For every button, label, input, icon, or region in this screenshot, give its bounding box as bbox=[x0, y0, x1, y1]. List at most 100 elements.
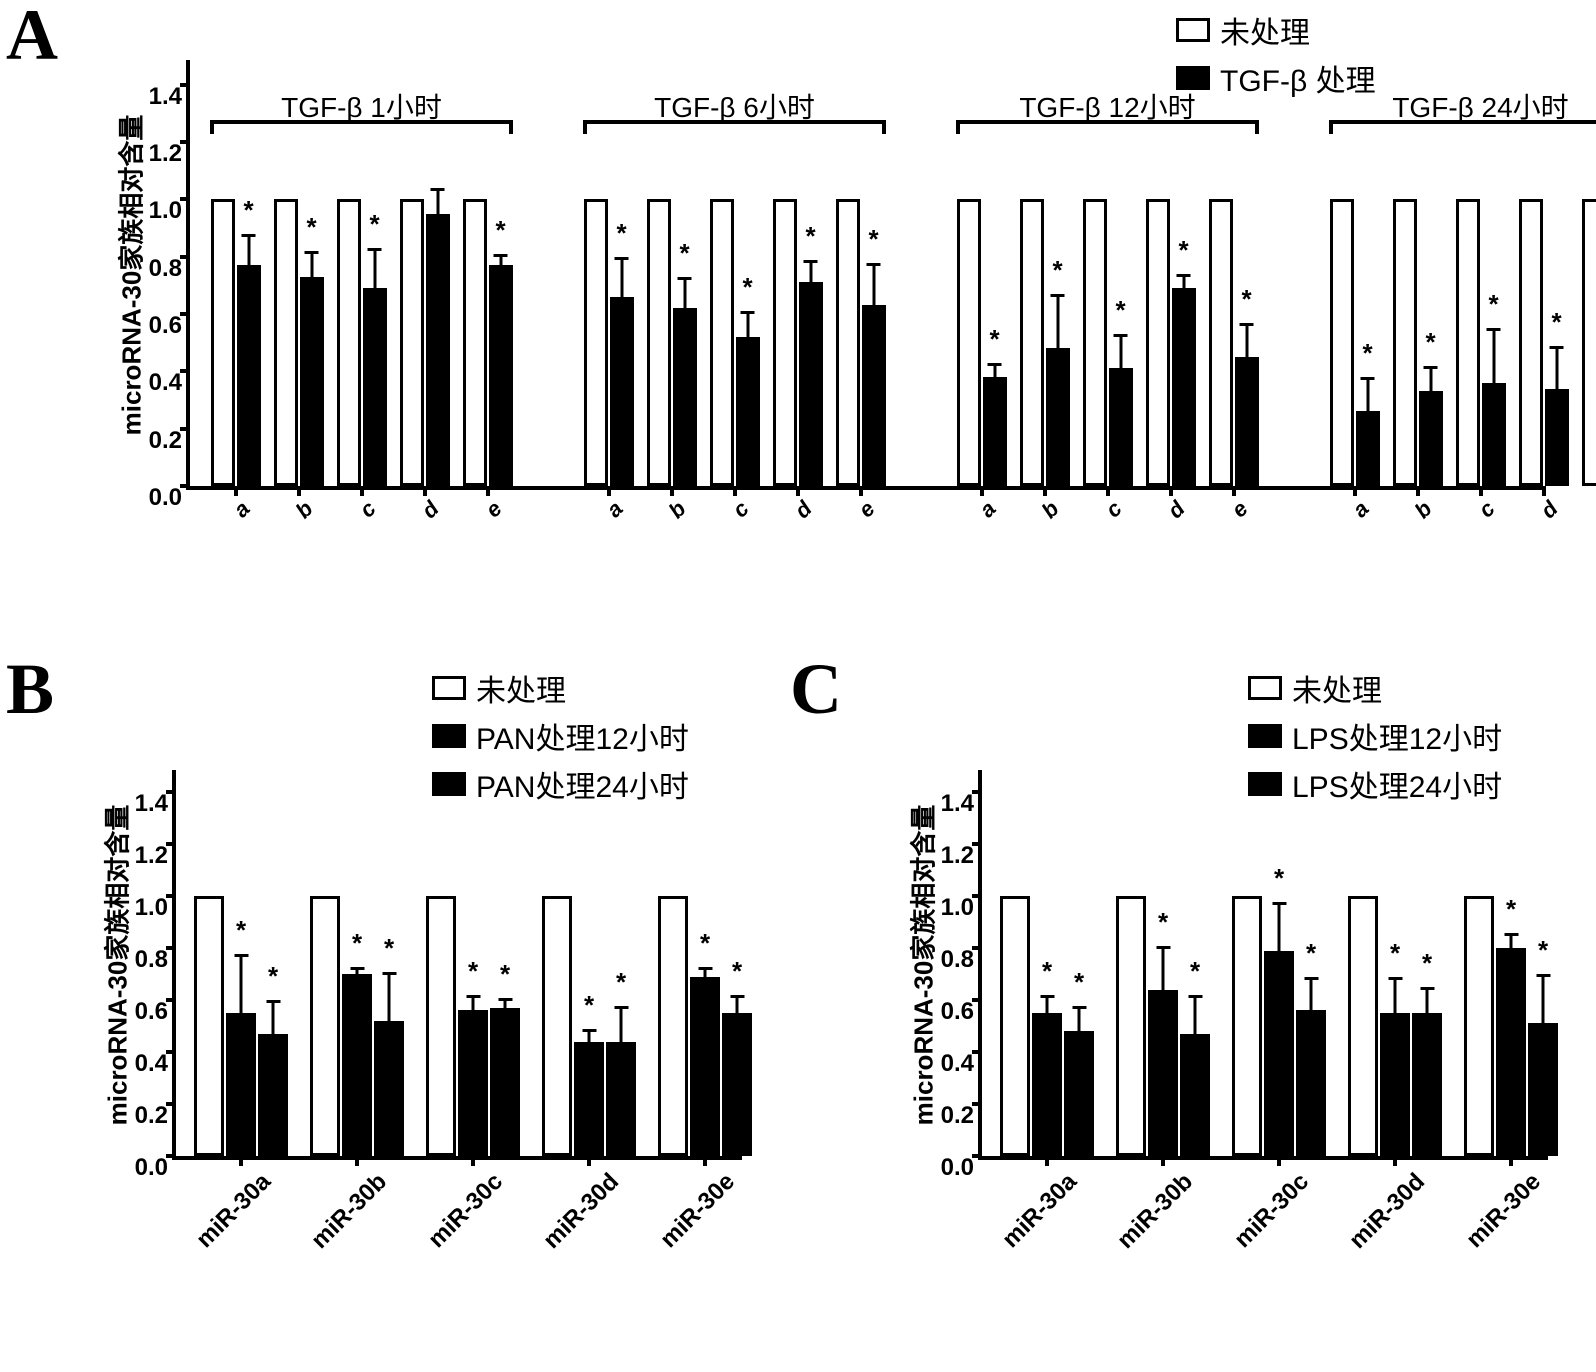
xtick-mark bbox=[733, 486, 737, 496]
ytick-mark bbox=[166, 790, 176, 794]
bar: * bbox=[574, 1042, 604, 1156]
xtick-mark bbox=[1542, 486, 1546, 496]
bar bbox=[836, 199, 860, 486]
error-bar bbox=[472, 995, 475, 1013]
error-bar bbox=[1366, 377, 1369, 414]
significance-star: * bbox=[1488, 289, 1498, 320]
error-bar bbox=[1278, 902, 1281, 954]
significance-star: * bbox=[306, 212, 316, 243]
bar-pair bbox=[399, 199, 450, 486]
xtick-mark bbox=[355, 1156, 359, 1166]
bar: * bbox=[374, 1021, 404, 1156]
bar bbox=[463, 199, 487, 486]
significance-star: * bbox=[468, 956, 478, 987]
xtick-label: e bbox=[480, 496, 507, 523]
bar bbox=[426, 896, 456, 1156]
bar-pair: * bbox=[1082, 199, 1133, 486]
bar bbox=[773, 199, 797, 486]
bar-triple: ** bbox=[1464, 896, 1558, 1156]
bar: * bbox=[1496, 948, 1526, 1156]
error-bar bbox=[310, 251, 313, 280]
error-bar bbox=[388, 972, 391, 1024]
legend-swatch-white bbox=[1176, 18, 1210, 42]
bar bbox=[1146, 199, 1170, 486]
ytick-mark bbox=[972, 790, 982, 794]
error-bar bbox=[436, 188, 439, 217]
bar-pair: * bbox=[210, 199, 261, 486]
xtick-label: miR-30a bbox=[191, 1168, 277, 1254]
bar: * bbox=[300, 277, 324, 486]
bar: * bbox=[1180, 1034, 1210, 1156]
xtick-label: miR-30c bbox=[423, 1168, 509, 1254]
ytick-mark bbox=[180, 484, 190, 488]
bar bbox=[310, 896, 340, 1156]
bar bbox=[1020, 199, 1044, 486]
xtick-mark bbox=[297, 486, 301, 496]
bar-pair: * bbox=[835, 199, 886, 486]
bar: * bbox=[1235, 357, 1259, 486]
significance-star: * bbox=[1115, 295, 1125, 326]
bar: * bbox=[983, 377, 1007, 486]
error-bar bbox=[1182, 274, 1185, 291]
xtick-label: miR-30a bbox=[997, 1168, 1083, 1254]
ytick-mark bbox=[166, 946, 176, 950]
ytick-label: 0.2 bbox=[135, 1102, 176, 1130]
bar bbox=[1456, 199, 1480, 486]
xtick-label: a bbox=[601, 496, 628, 523]
bar-triple: ** bbox=[542, 896, 636, 1156]
ytick-label: 1.4 bbox=[149, 83, 190, 111]
significance-star: * bbox=[1158, 907, 1168, 938]
error-bar bbox=[588, 1029, 591, 1045]
significance-star: * bbox=[1538, 935, 1548, 966]
bar-pair: * bbox=[583, 199, 634, 486]
bar bbox=[957, 199, 981, 486]
bar bbox=[658, 896, 688, 1156]
ytick-label: 1.2 bbox=[941, 842, 982, 870]
legend-swatch-black bbox=[432, 724, 466, 748]
panel-a-chart: microRNA-30家族相对含量 0.00.20.40.60.81.01.21… bbox=[186, 60, 1546, 490]
xtick-label: miR-30b bbox=[1112, 1168, 1199, 1255]
xtick-mark bbox=[239, 1156, 243, 1166]
error-bar bbox=[704, 967, 707, 980]
error-bar bbox=[1078, 1006, 1081, 1035]
error-bar bbox=[1056, 294, 1059, 351]
legend-row: 未处理 bbox=[432, 666, 689, 710]
xtick-label: miR-30e bbox=[655, 1168, 741, 1254]
legend-text: PAN处理24小时 bbox=[476, 762, 689, 806]
significance-star: * bbox=[868, 224, 878, 255]
xtick-mark bbox=[1045, 1156, 1049, 1166]
panel-c-legend: 未处理 LPS处理12小时 LPS处理24小时 bbox=[1248, 666, 1502, 810]
bar: * bbox=[458, 1010, 488, 1156]
bar-pair: * bbox=[1329, 199, 1380, 486]
bar-pair: * bbox=[1455, 199, 1506, 486]
bar-pair: * bbox=[1145, 199, 1196, 486]
ytick-label: 1.0 bbox=[149, 197, 190, 225]
bar-pair: * bbox=[336, 199, 387, 486]
ytick-mark bbox=[972, 946, 982, 950]
xtick-mark bbox=[980, 486, 984, 496]
bar-pair: * bbox=[1581, 199, 1596, 486]
ytick-mark bbox=[972, 1050, 982, 1054]
group-title: TGF-β 1小时 bbox=[210, 86, 513, 126]
error-bar bbox=[993, 363, 996, 380]
legend-swatch-black bbox=[1248, 772, 1282, 796]
panel-b-ylabel: microRNA-30家族相对含量 bbox=[98, 805, 135, 1126]
bar bbox=[426, 214, 450, 486]
bar: * bbox=[237, 265, 261, 486]
significance-star: * bbox=[369, 209, 379, 240]
panel-a-label: A bbox=[6, 0, 58, 77]
xtick-mark bbox=[1232, 486, 1236, 496]
xtick-mark bbox=[1393, 1156, 1397, 1166]
ytick-label: 1.0 bbox=[941, 894, 982, 922]
xtick-label: e bbox=[1226, 496, 1253, 523]
bar: * bbox=[610, 297, 634, 486]
bar: * bbox=[1172, 288, 1196, 486]
significance-star: * bbox=[243, 195, 253, 226]
ytick-label: 0.8 bbox=[941, 946, 982, 974]
ytick-mark bbox=[166, 894, 176, 898]
ytick-mark bbox=[166, 1154, 176, 1158]
bar bbox=[584, 199, 608, 486]
significance-star: * bbox=[732, 956, 742, 987]
xtick-label: c bbox=[1100, 496, 1127, 523]
ytick-mark bbox=[180, 197, 190, 201]
